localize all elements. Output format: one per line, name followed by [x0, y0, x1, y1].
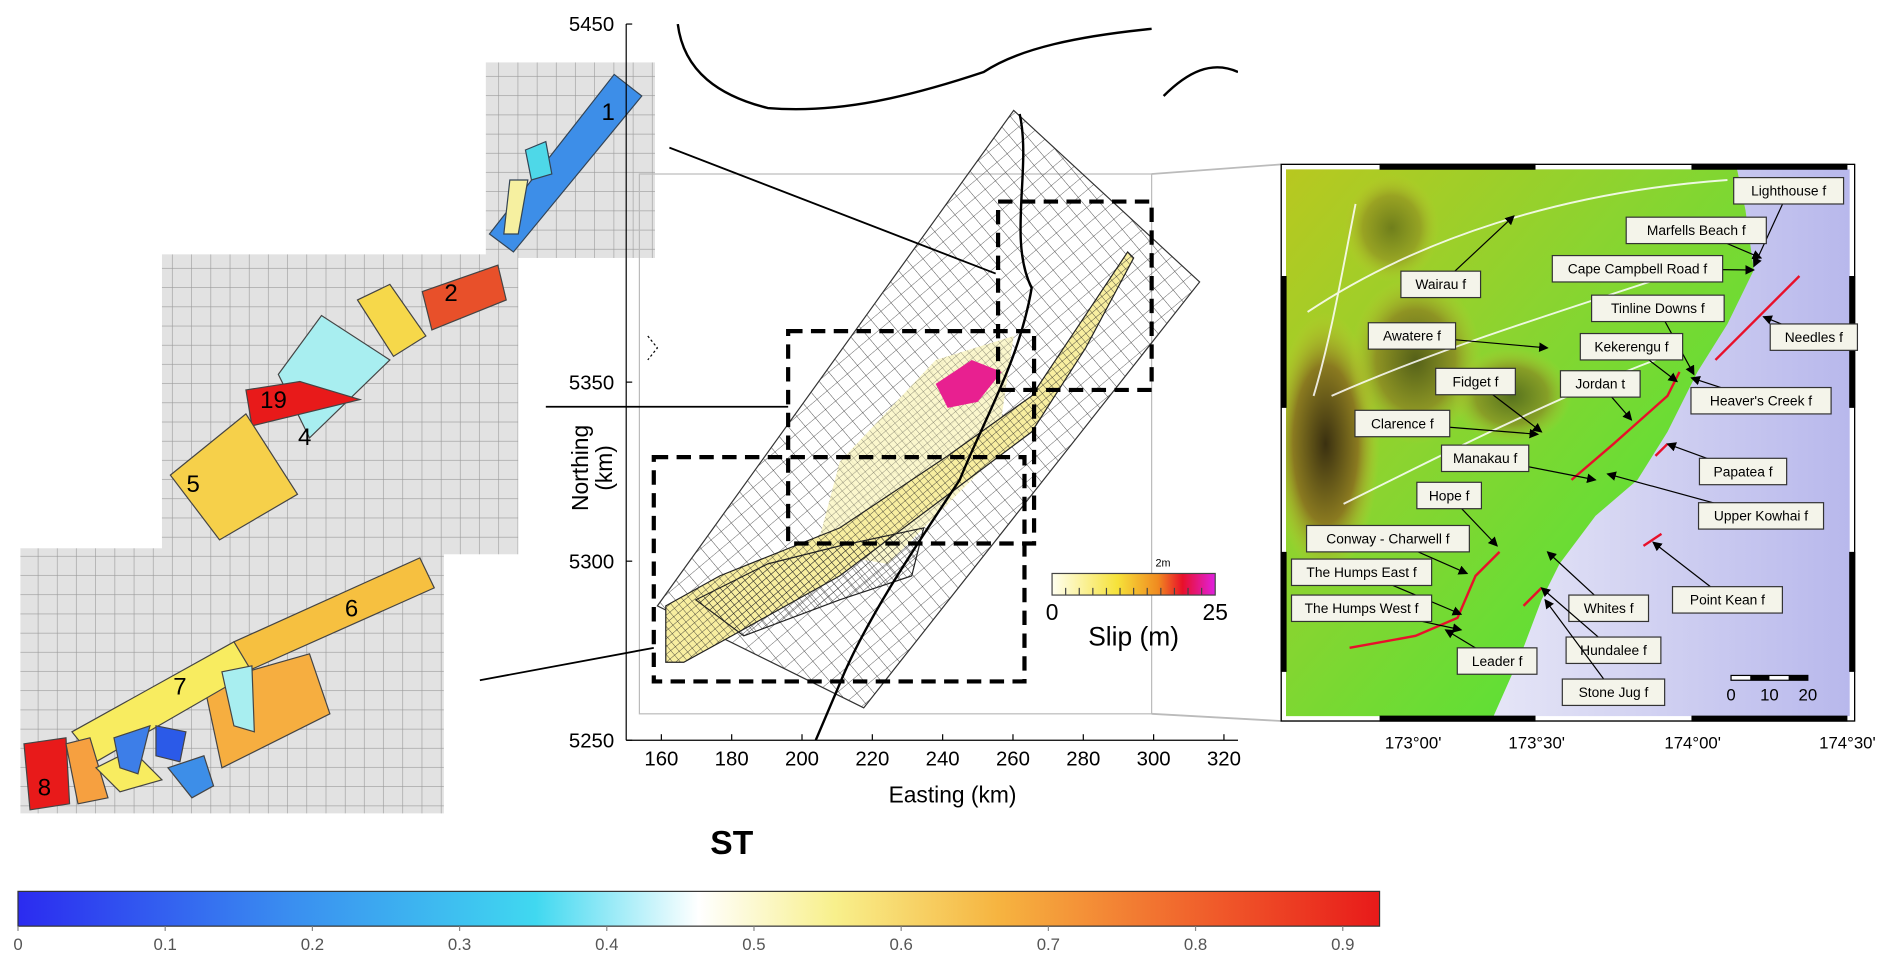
scale-tick-label: 20 — [1798, 686, 1817, 705]
fault-label: Jordan t — [1575, 377, 1625, 392]
inset-1 — [486, 62, 655, 258]
patch-label: 19 — [260, 387, 287, 414]
y-tick-label: 5450 — [569, 14, 614, 36]
fault-label: Hundalee f — [1580, 643, 1647, 658]
x-tick-label: 320 — [1207, 748, 1241, 770]
scale-tick-label: 10 — [1760, 686, 1779, 705]
scale-bar — [1731, 675, 1808, 680]
figure: Northing (km) Easting (km) Slip (m) ST 1… — [0, 0, 1881, 955]
x-tick-label: 220 — [855, 748, 889, 770]
central-map: Northing (km) Easting (km) — [567, 24, 1238, 808]
fault-label: Clarence f — [1371, 416, 1434, 431]
fault-label: Papatea f — [1714, 464, 1773, 479]
fault-label: Lighthouse f — [1751, 184, 1826, 199]
fault-label: The Humps West f — [1305, 601, 1419, 616]
fault-label: Cape Campbell Road f — [1568, 262, 1708, 277]
y-tick-label: 5250 — [569, 730, 614, 752]
patch-label: 2 — [444, 280, 457, 307]
x-tick-label: 300 — [1137, 748, 1171, 770]
slip-colorbar: Slip (m) — [1052, 573, 1215, 651]
x-tick-label: 260 — [996, 748, 1030, 770]
slip-tick-label: 25 — [1203, 599, 1228, 625]
fault-label: Manakau f — [1453, 451, 1518, 466]
colorbar-tick-label: 0.6 — [890, 935, 913, 954]
fault-label: Needles f — [1785, 330, 1843, 345]
fault-label: The Humps East f — [1306, 565, 1416, 580]
colorbar-tick-label: 0.9 — [1331, 935, 1354, 954]
fault-map — [1272, 164, 1855, 721]
fault-label: Heaver's Creek f — [1710, 394, 1812, 409]
title: ST — [710, 825, 753, 862]
fault-label: Awatere f — [1383, 329, 1441, 344]
colorbar-tick-label: 0.7 — [1037, 935, 1060, 954]
lon-tick-label: 173°30' — [1508, 734, 1565, 753]
y-axis-label: Northing — [567, 425, 593, 511]
fault-label: Fidget f — [1453, 374, 1499, 389]
colorbar-tick-label: 0.2 — [301, 935, 324, 954]
patch-label: 4 — [298, 424, 311, 451]
fault-label: Leader f — [1472, 654, 1523, 669]
x-tick-label: 280 — [1066, 748, 1100, 770]
colorbar — [18, 891, 1380, 926]
x-tick-label: 180 — [715, 748, 749, 770]
fault-label: Tinline Downs f — [1611, 301, 1705, 316]
patch-label: 5 — [186, 471, 199, 498]
fault-label: Stone Jug f — [1579, 685, 1649, 700]
colorbar-tick-label: 0.8 — [1184, 935, 1207, 954]
slip-tick-label: 0 — [1046, 599, 1059, 625]
patch-label: 8 — [38, 774, 51, 801]
patch-label: 6 — [345, 596, 358, 623]
inset-3 — [20, 548, 443, 813]
y-tick-label: 5300 — [569, 551, 614, 573]
colorbar-tick-label: 0 — [13, 935, 22, 954]
patch-label: 1 — [602, 99, 615, 126]
inset-2 — [162, 254, 518, 554]
x-tick-label: 160 — [644, 748, 678, 770]
lon-tick-label: 173°00' — [1385, 734, 1442, 753]
patch-label: 7 — [173, 674, 186, 701]
y-tick-label: 5350 — [569, 372, 614, 394]
lon-tick-label: 174°30' — [1819, 734, 1876, 753]
colorbar-tick-label: 0.3 — [448, 935, 471, 954]
slip-colorbar-label: Slip (m) — [1088, 621, 1179, 651]
fault-label: Whites f — [1584, 601, 1634, 616]
fault-label: Wairau f — [1415, 277, 1466, 292]
x-axis-label: Easting (km) — [889, 782, 1017, 808]
fault-label: Kekerengu f — [1594, 340, 1668, 355]
colorbar-tick-label: 0.5 — [742, 935, 765, 954]
colorbar-tick-label: 0.4 — [595, 935, 618, 954]
x-tick-label: 200 — [785, 748, 819, 770]
fault-label: Conway - Charwell f — [1326, 531, 1449, 546]
fault-label: Marfells Beach f — [1647, 223, 1746, 238]
scale-tick-label: 0 — [1726, 686, 1735, 705]
page: Northing (km) Easting (km) Slip (m) ST 1… — [0, 0, 1881, 960]
lon-tick-label: 174°00' — [1664, 734, 1721, 753]
fault-label: Hope f — [1429, 488, 1470, 503]
x-tick-label: 240 — [926, 748, 960, 770]
colorbar-tick-label: 0.1 — [154, 935, 177, 954]
fault-label: Upper Kowhai f — [1714, 509, 1808, 524]
fault-label: Point Kean f — [1690, 593, 1765, 608]
slip-marker-label: 2m — [1156, 557, 1171, 569]
y-axis-label: (km) — [591, 445, 617, 491]
